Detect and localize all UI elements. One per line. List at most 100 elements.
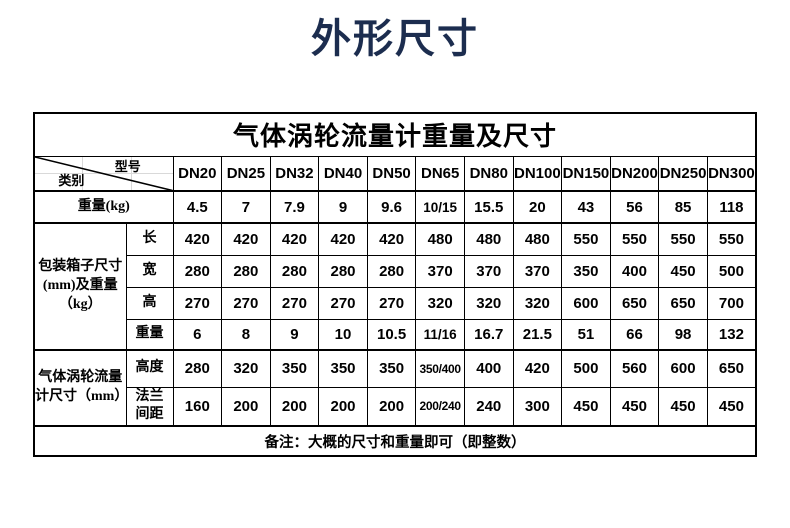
column-header: DN80 [463, 155, 514, 192]
row-label: 宽 [125, 254, 174, 288]
data-cell: 600 [561, 286, 611, 320]
data-cell: 270 [172, 286, 223, 320]
data-cell: 51 [561, 318, 611, 351]
data-cell: 9 [269, 318, 320, 351]
data-cell: 650 [609, 286, 660, 320]
data-cell: 500 [706, 254, 757, 288]
data-cell: 550 [706, 222, 757, 256]
data-cell: 16.7 [463, 318, 514, 351]
data-cell: 450 [561, 386, 611, 427]
data-cell: 6 [172, 318, 223, 351]
data-cell: 550 [609, 222, 660, 256]
row-label: 重量 [125, 318, 174, 351]
data-cell: 9 [318, 190, 368, 224]
data-cell: 10/15 [415, 190, 465, 224]
data-cell: 280 [172, 254, 223, 288]
data-cell: 700 [706, 286, 757, 320]
row-label: 高 [125, 286, 174, 320]
column-header: DN32 [269, 155, 320, 192]
data-cell: 200 [366, 386, 417, 427]
data-cell: 200/240 [415, 386, 465, 427]
group-label: 包装箱子尺寸 (mm)及重量 （kg） [33, 222, 127, 351]
data-cell: 350 [318, 349, 368, 388]
data-cell: 320 [415, 286, 465, 320]
spec-table: 气体涡轮流量计重量及尺寸 型号 类别 DN20 DN25 DN32 DN40 DN50 DN65… [33, 112, 757, 458]
data-cell: 560 [609, 349, 660, 388]
data-cell: 4.5 [172, 190, 223, 224]
column-header: DN300 [706, 155, 757, 192]
model-corner-label: 型号 [114, 158, 141, 174]
data-cell: 600 [658, 349, 708, 388]
data-cell: 270 [221, 286, 271, 320]
data-cell: 200 [221, 386, 271, 427]
data-cell: 450 [706, 386, 757, 427]
data-cell: 8 [221, 318, 271, 351]
gridline-ghost [81, 157, 83, 190]
data-cell: 450 [658, 254, 708, 288]
data-cell: 320 [512, 286, 563, 320]
group-label: 气体涡轮流量 计尺寸（mm） [33, 348, 127, 427]
data-cell: 7 [221, 190, 271, 224]
data-cell: 650 [706, 349, 757, 388]
data-cell: 500 [561, 349, 611, 388]
data-cell: 56 [609, 190, 660, 224]
data-cell: 370 [463, 254, 514, 288]
column-header: DN40 [318, 155, 368, 192]
column-header: DN250 [658, 155, 708, 192]
data-cell: 10.5 [366, 318, 417, 351]
data-cell: 21.5 [512, 318, 563, 351]
data-cell: 300 [512, 386, 563, 427]
data-cell: 10 [318, 318, 368, 351]
data-cell: 370 [415, 254, 465, 288]
data-cell: 85 [658, 190, 708, 224]
data-cell: 480 [415, 222, 465, 256]
data-cell: 350/400 [415, 349, 465, 388]
data-cell: 480 [512, 222, 563, 256]
data-cell: 9.6 [366, 190, 417, 224]
column-header: DN25 [221, 155, 271, 192]
category-corner-label: 类别 [58, 173, 85, 188]
data-cell: 118 [706, 190, 757, 224]
page-title: 外形尺寸 [311, 17, 479, 61]
column-header: DN100 [512, 155, 563, 192]
data-cell: 400 [609, 254, 660, 288]
data-cell: 350 [561, 254, 611, 288]
data-cell: 43 [561, 190, 611, 224]
data-cell: 132 [706, 318, 757, 351]
data-cell: 270 [269, 286, 320, 320]
data-cell: 280 [366, 254, 417, 288]
data-cell: 420 [269, 222, 320, 256]
data-cell: 450 [609, 386, 660, 427]
data-cell: 370 [512, 254, 563, 288]
data-cell: 350 [269, 349, 320, 388]
table-title: 气体涡轮流量计重量及尺寸 [33, 112, 757, 157]
data-cell: 200 [269, 386, 320, 427]
data-cell: 11/16 [415, 318, 465, 351]
data-cell: 420 [172, 222, 223, 256]
column-header: DN50 [366, 155, 417, 192]
data-cell: 420 [318, 222, 368, 256]
column-header: DN65 [415, 155, 465, 192]
data-cell: 420 [221, 222, 271, 256]
row-label: 法兰 间距 [125, 386, 174, 427]
diagonal-header-cell: 型号类别 [33, 155, 174, 192]
data-cell: 450 [658, 386, 708, 427]
data-cell: 280 [318, 254, 368, 288]
data-cell: 280 [172, 349, 223, 388]
data-cell: 320 [221, 349, 271, 388]
data-cell: 400 [463, 349, 514, 388]
row-label: 高度 [125, 349, 174, 388]
data-cell: 240 [463, 386, 514, 427]
column-header: DN20 [172, 155, 223, 192]
data-cell: 7.9 [269, 190, 320, 224]
data-cell: 550 [658, 222, 708, 256]
diagonal-line [35, 157, 172, 190]
data-cell: 66 [609, 318, 660, 351]
data-cell: 270 [366, 286, 417, 320]
data-cell: 280 [269, 254, 320, 288]
data-cell: 550 [561, 222, 611, 256]
data-cell: 480 [463, 222, 514, 256]
column-header: DN200 [609, 155, 660, 192]
note-text: 备注：大概的尺寸和重量即可（即整数） [33, 425, 757, 457]
data-cell: 200 [318, 386, 368, 427]
